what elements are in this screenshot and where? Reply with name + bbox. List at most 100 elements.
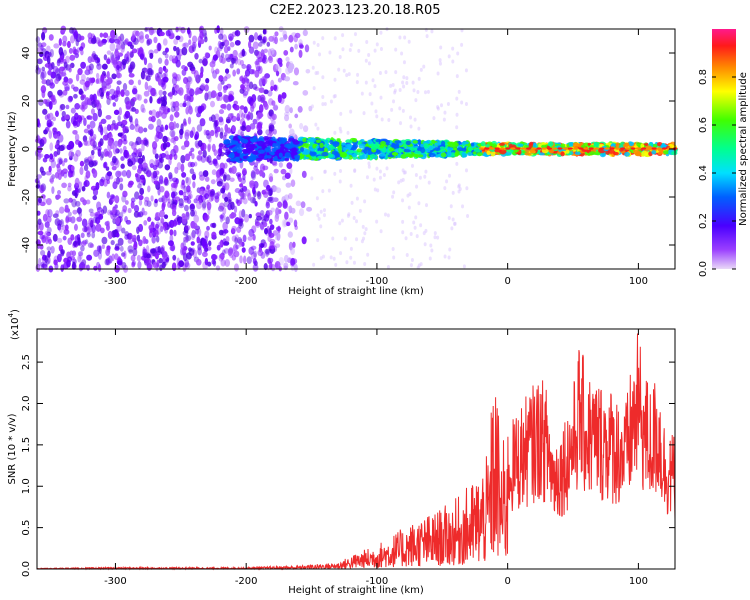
spectrogram-cell [259, 94, 266, 104]
spectrogram-cell [409, 115, 413, 120]
spectrogram-cell [80, 61, 87, 69]
spectrogram-cell [338, 179, 342, 184]
spectrogram-cell [188, 106, 193, 115]
spectrogram-cell [447, 215, 451, 220]
spectrogram-cell [164, 164, 171, 171]
spectrogram-cell [183, 93, 190, 101]
spectrogram-cell [98, 245, 102, 254]
spectrogram-cell [243, 213, 250, 223]
colorbar-label: Normalized spectral amplitude [738, 72, 749, 226]
spectrogram-cell [101, 63, 108, 70]
spectrogram-cell [448, 173, 452, 178]
spectrogram-cell [85, 170, 91, 179]
spectrogram-cell [158, 257, 163, 264]
spectrogram-cell [80, 232, 85, 239]
spectrogram-cell [337, 145, 342, 152]
spectrogram-core-cell [531, 147, 537, 150]
spectrogram-cell [134, 173, 139, 178]
spectrogram-cell [252, 83, 258, 90]
spectrogram-cell [167, 107, 171, 113]
spectrogram-cell [111, 253, 115, 262]
spectrogram-cell [131, 261, 136, 268]
spectrogram-cell [406, 193, 410, 198]
spectrogram-cell [286, 162, 293, 170]
spectrogram-cell [263, 48, 268, 54]
spectrogram-cell [136, 234, 141, 242]
spectrogram-cell [199, 174, 205, 181]
spectrogram-cell [88, 160, 95, 168]
spectrogram-cell [308, 137, 316, 143]
snr-y-tick-label: 0.0 [21, 561, 32, 577]
spectrogram-cell [153, 229, 159, 237]
spectrogram-cell [260, 243, 264, 249]
spectrogram-cell [249, 180, 255, 186]
spectrogram-cell [68, 197, 73, 203]
spectrogram-cell [144, 196, 150, 203]
spectrogram-cell [49, 178, 54, 183]
spectrogram-cell [116, 64, 120, 70]
spectrogram-cell [97, 39, 102, 47]
spectrogram-cell [213, 255, 218, 260]
spectrogram-cell [175, 73, 181, 82]
spectrogram-cell [277, 201, 283, 209]
spectrogram-cell [199, 31, 204, 40]
spectrogram-cell [288, 123, 292, 129]
spectrogram-cell [77, 68, 83, 76]
spectrogram-cell [319, 256, 323, 261]
spectrogram-cell [171, 130, 175, 140]
spectrogram-cell [239, 187, 244, 193]
spectrogram-cell [412, 220, 416, 225]
spectrogram-cell [108, 133, 113, 139]
spectrogram-cell [295, 200, 302, 207]
spectrogram-cell [79, 79, 86, 85]
spectrogram-cell [171, 76, 178, 86]
snr-y-tick-label: 0.5 [21, 520, 32, 536]
spectrogram-cell [468, 146, 473, 152]
spectrogram-cell [67, 95, 73, 103]
spectrogram-cell [55, 141, 59, 149]
snr-multiplier-close: ) [10, 309, 21, 313]
spectrogram-cell [223, 201, 229, 208]
spectrogram-cell [447, 54, 451, 59]
spectrogram-cell [139, 53, 145, 60]
spectrogram-cell [339, 251, 343, 256]
spectrogram-cell [272, 161, 278, 167]
spectrogram-cell [138, 199, 143, 206]
spectrogram-cell [55, 194, 61, 200]
spectrogram-cell [349, 109, 353, 114]
spectrogram-cell [321, 151, 329, 157]
spectrogram-cell [184, 129, 191, 137]
spectrogram-cell [48, 165, 52, 173]
spectrogram-cell [273, 168, 279, 174]
spectrogram-cell [251, 150, 260, 155]
spectrogram-cell [121, 58, 127, 66]
spectrogram-cell [109, 37, 115, 44]
spectrogram-cell [231, 235, 237, 242]
spectrogram-cell [167, 221, 172, 228]
spectrogram-cell [306, 206, 313, 212]
spectrogram-cell [88, 217, 95, 227]
spectrogram-cell [321, 189, 325, 194]
spectrogram-cell [192, 181, 196, 189]
colorbar-tick-label: 0.6 [698, 117, 709, 133]
spectrogram-cell [268, 176, 274, 183]
spectrogram-cell [78, 116, 83, 125]
spectrogram-cell [264, 147, 272, 153]
spectrogram-cell [220, 213, 226, 221]
spectrogram-cell [157, 161, 164, 169]
spectrogram-cell [239, 105, 245, 110]
spectrogram-cell [201, 200, 207, 209]
spectrogram-cell [448, 141, 456, 148]
spectrogram-cell [223, 103, 227, 110]
spectrogram-cell [37, 257, 42, 267]
spectrogram-cell [216, 244, 221, 251]
spectrogram-cell [476, 152, 483, 157]
spectrogram-cell [75, 149, 81, 157]
spectrogram-cell [97, 41, 104, 47]
spectrogram-cell [327, 188, 331, 193]
spectrogram-cell [281, 219, 287, 228]
spectrogram-cell [171, 55, 177, 63]
spectrogram-cell [284, 157, 290, 162]
spectrogram-cell [87, 130, 93, 135]
